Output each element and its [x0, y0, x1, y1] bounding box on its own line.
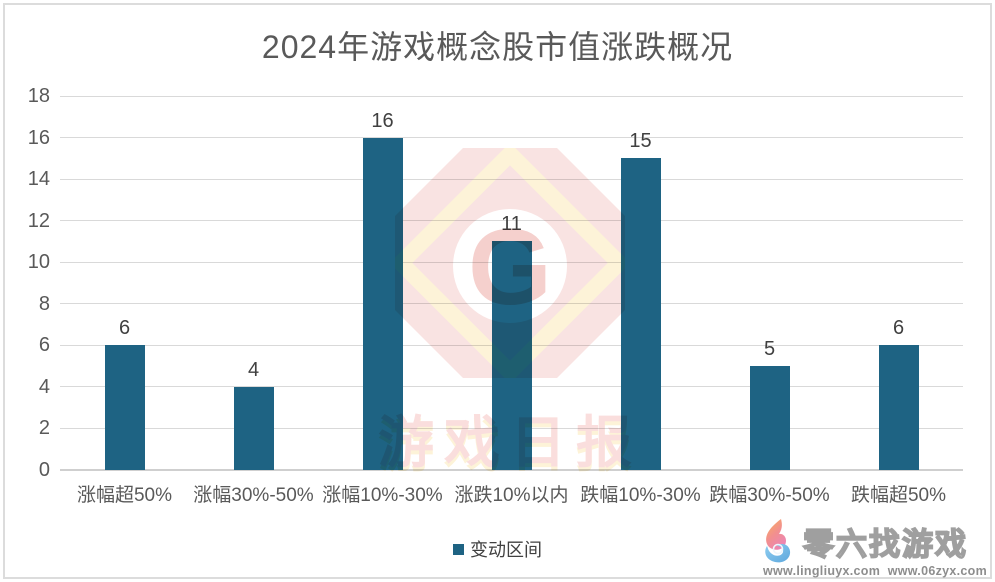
legend-swatch-icon: [453, 543, 464, 555]
bar-value-label: 11: [501, 213, 522, 236]
bar-value-label: 6: [118, 317, 131, 340]
x-axis-category-label: 跌幅超50%: [850, 485, 947, 506]
watermark-url-right: www.06zyx.com: [887, 564, 987, 578]
x-axis-category-label: 涨幅10%-30%: [322, 485, 443, 506]
bar-涨幅30%-50%: [233, 386, 274, 470]
chart-title: 2024年游戏概念股市值涨跌概况: [261, 29, 734, 65]
y-axis-tick-label: 2: [38, 417, 50, 440]
y-axis-tick-label: 16: [27, 126, 50, 149]
gridline-y16: [60, 137, 963, 139]
y-axis-tick-label: 0: [38, 459, 50, 481]
y-axis-tick-label: 18: [27, 85, 50, 107]
corner-watermark-brand: 零六找游戏: [802, 526, 968, 563]
bar-跌幅30%-50%: [749, 366, 790, 470]
x-axis-category-label: 涨幅30%-50%: [193, 485, 314, 506]
flame-swirl-logo-icon: [765, 519, 791, 563]
y-axis-tick-label: 12: [27, 209, 50, 232]
legend: 变动区间: [0, 536, 995, 562]
corner-watermark: 零六找游戏 www.lingliuyx.com www.06zyx.com: [757, 518, 989, 580]
bar-value-label: 6: [892, 317, 905, 340]
plot-area: 6 4 16 11 15 5 6: [60, 95, 963, 471]
bar-涨幅超50%: [104, 345, 145, 470]
x-axis-category-label: 涨跌10%以内: [454, 485, 569, 506]
x-axis-category-label: 跌幅10%-30%: [580, 485, 701, 506]
y-axis-tick-label: 6: [38, 334, 50, 357]
y-axis-tick-label: 8: [38, 292, 50, 315]
x-axis-category-label: 涨幅超50%: [76, 485, 173, 506]
gridline-y14: [60, 178, 963, 180]
bar-跌幅10%-30%: [620, 158, 661, 470]
y-axis-tick-label: 10: [27, 251, 50, 274]
corner-watermark-urls: www.lingliuyx.com www.06zyx.com: [757, 564, 989, 580]
bar-涨跌10%以内: [491, 241, 532, 470]
gridline-y0: [60, 469, 963, 471]
legend-label: 变动区间: [470, 540, 542, 560]
y-axis-tick-label: 14: [27, 168, 50, 191]
bar-value-label: 4: [247, 358, 260, 381]
bar-value-label: 5: [763, 338, 776, 361]
bar-value-label: 16: [371, 109, 394, 132]
gridline-y18: [60, 95, 963, 97]
watermark-url-left: www.lingliuyx.com: [763, 564, 881, 578]
bar-跌幅超50%: [878, 345, 919, 470]
y-axis-tick-label: 4: [38, 375, 50, 398]
x-axis-category-label: 跌幅30%-50%: [709, 485, 830, 506]
bar-value-label: 15: [629, 130, 652, 153]
bar-涨幅10%-30%: [362, 137, 403, 470]
